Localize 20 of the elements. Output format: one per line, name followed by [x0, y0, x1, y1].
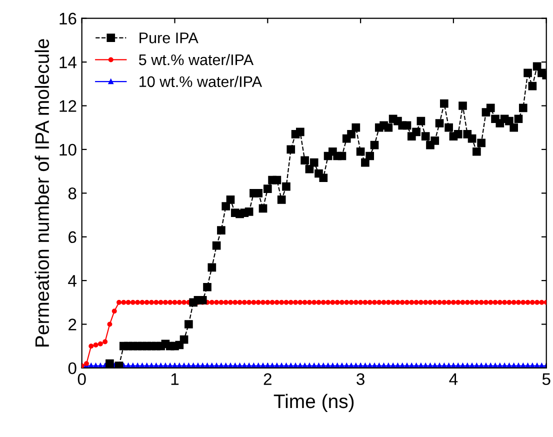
y-tick-label: 10 [60, 144, 76, 156]
legend-label: 10 wt.% water/IPA [140, 76, 262, 88]
x-axis-title: Time (ns) [274, 394, 354, 412]
y-tick-label: 4 [68, 275, 76, 287]
y-tick-label: 2 [68, 318, 76, 330]
x-tick-label: 5 [542, 373, 550, 386]
x-tick-label: 0 [78, 373, 86, 386]
y-tick-label: 14 [60, 56, 76, 68]
x-tick-label: 3 [356, 373, 364, 386]
x-tick-label: 4 [449, 373, 458, 385]
x-tick-label: 1 [171, 373, 179, 385]
y-tick-label: 0 [68, 362, 76, 374]
legend-label: 5 wt.% water/IPA [138, 54, 254, 66]
y-axis-title: Permeation number of IPA molecule [34, 39, 50, 346]
y-tick-label: 16 [60, 12, 76, 25]
y-tick-label: 8 [68, 188, 76, 200]
y-tick-label: 6 [68, 231, 76, 244]
legend-label: Pure IPA [140, 32, 198, 44]
y-tick-label: 12 [60, 100, 76, 112]
x-tick-label: 2 [264, 373, 272, 385]
